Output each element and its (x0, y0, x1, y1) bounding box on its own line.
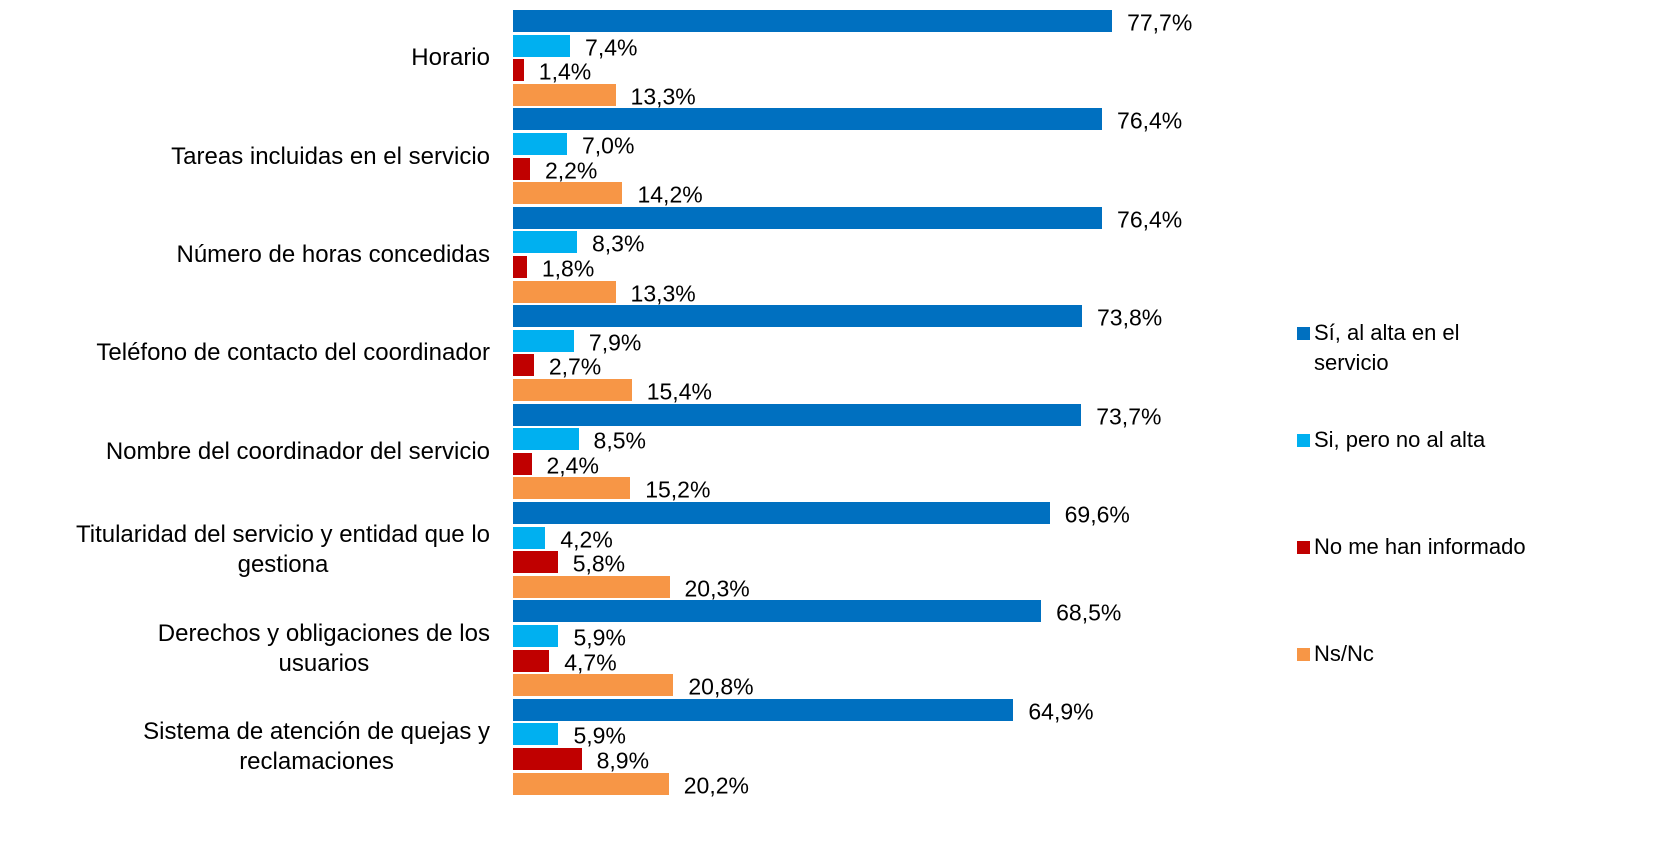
bar (513, 403, 1082, 426)
bar (513, 452, 532, 475)
legend-label: No me han informado (1314, 534, 1526, 559)
value-label: 7,4% (585, 34, 638, 61)
value-label: 15,4% (646, 378, 712, 405)
bar (513, 108, 1103, 131)
bar (513, 526, 546, 549)
bar (513, 354, 534, 377)
value-label: 4,7% (564, 649, 617, 676)
value-label: 2,7% (548, 353, 602, 380)
value-label: 76,4% (1117, 206, 1183, 233)
bar (513, 379, 632, 401)
value-label: 5,9% (573, 624, 626, 651)
category-label: Sistema de atención de quejas y reclamac… (143, 718, 490, 775)
bar (513, 772, 669, 795)
value-label: 20,8% (688, 673, 754, 700)
bar (513, 575, 670, 598)
value-label: 4,2% (560, 526, 613, 553)
bar (513, 206, 1103, 229)
bar (513, 649, 550, 672)
bar (513, 133, 567, 155)
value-label: 1,8% (541, 255, 595, 282)
value-label: 5,9% (573, 722, 626, 749)
bar (513, 329, 574, 352)
legend-label: Si, pero no al alta (1314, 427, 1486, 452)
category-label: Horario (411, 44, 490, 72)
legend-swatch (1297, 541, 1310, 554)
value-label: 68,5% (1056, 599, 1122, 626)
category-label: Derechos y obligaciones de los usuarios (157, 619, 490, 677)
category-label: Teléfono de contacto del coordinador (96, 339, 490, 367)
value-label: 13,3% (630, 83, 696, 110)
bar (513, 182, 623, 205)
category-label: Nombre del coordinador del servicio (105, 437, 490, 465)
bar (513, 723, 559, 746)
value-label: 13,3% (630, 280, 696, 307)
bar (513, 83, 616, 106)
value-label: 5,8% (572, 550, 626, 577)
value-label: 8,9% (596, 747, 650, 774)
value-label: 15,2% (645, 476, 711, 503)
value-label: 64,9% (1028, 698, 1094, 725)
bar (513, 280, 616, 303)
value-label: 2,2% (544, 157, 598, 184)
category-label: Titularidad del servicio y entidad que l… (75, 521, 490, 579)
bar (513, 231, 577, 254)
value-label: 7,0% (581, 132, 635, 159)
bar (513, 748, 582, 770)
value-label: 69,6% (1064, 501, 1130, 528)
bar (513, 305, 1082, 328)
legend-swatch (1297, 327, 1310, 340)
category-label: Número de horas concedidas (176, 241, 490, 268)
bar (513, 674, 674, 697)
bar (513, 428, 579, 451)
value-label: 8,5% (593, 427, 646, 454)
bar (513, 502, 1050, 524)
value-label: 77,7% (1127, 9, 1193, 36)
bar (513, 59, 524, 82)
bar (513, 34, 571, 57)
value-label: 20,2% (683, 772, 749, 799)
bar (513, 600, 1042, 623)
bar (513, 551, 558, 574)
legend-swatch (1297, 648, 1310, 661)
bar (513, 10, 1113, 32)
value-label: 20,3% (684, 575, 750, 602)
value-label: 8,3% (591, 230, 645, 257)
value-label: 7,9% (588, 329, 642, 356)
legend-swatch (1297, 434, 1310, 447)
legend-label: Ns/Nc (1314, 641, 1374, 666)
value-label: 73,8% (1096, 304, 1163, 331)
value-label: 14,2% (637, 181, 703, 208)
value-label: 1,4% (538, 58, 592, 85)
legend-label: Sí, al alta en el servicio (1314, 320, 1460, 375)
bar (513, 157, 530, 180)
bar (513, 256, 527, 278)
category-label: Tareas incluidas en el servicio (171, 142, 490, 170)
value-label: 2,4% (546, 452, 599, 479)
value-label: 73,7% (1096, 403, 1162, 430)
bar (513, 698, 1014, 721)
bar (513, 625, 559, 647)
value-label: 76,4% (1117, 107, 1183, 134)
bar (513, 477, 631, 500)
